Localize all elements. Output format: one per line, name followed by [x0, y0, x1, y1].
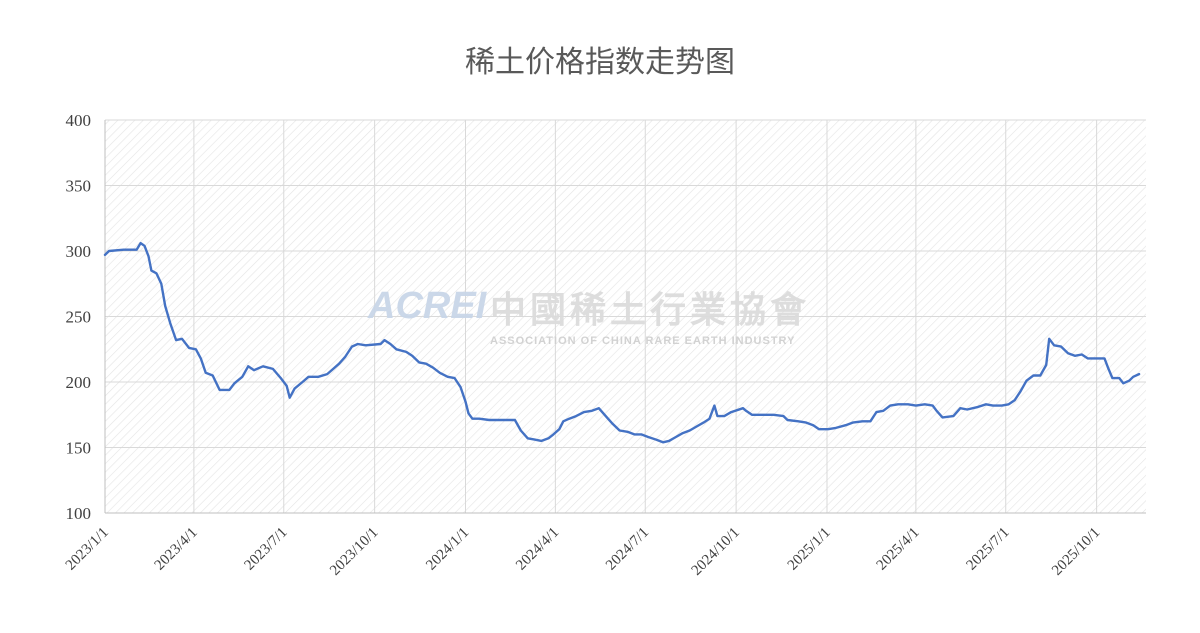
x-tick-label: 2025/10/1	[1049, 525, 1103, 579]
watermark: ACREI 中國稀土行業協會 ASSOCIATION OF CHINA RARE…	[367, 285, 810, 347]
watermark-english-name: ASSOCIATION OF CHINA RARE EARTH INDUSTRY	[490, 335, 795, 347]
y-axis-ticks: 100 150 200 250 300 350 400	[66, 111, 92, 523]
series-layer	[103, 241, 1141, 444]
y-tick-label: 300	[66, 242, 92, 261]
x-tick-label: 2023/1/1	[63, 525, 112, 574]
x-tick-label: 2024/1/1	[423, 525, 472, 574]
x-tick-label: 2024/10/1	[689, 525, 743, 579]
y-tick-label: 150	[66, 439, 92, 458]
axes	[104, 120, 1146, 514]
x-tick-label: 2025/1/1	[785, 525, 834, 574]
x-tick-label: 2023/7/1	[242, 525, 291, 574]
y-tick-label: 100	[66, 504, 92, 523]
x-tick-label: 2025/7/1	[964, 525, 1013, 574]
y-tick-label: 250	[66, 308, 92, 327]
x-axis-ticks: 2023/1/1 2023/4/1 2023/7/1 2023/10/1 2024/1/…	[63, 525, 1104, 579]
price-index-line	[103, 241, 1141, 444]
chart-title: 稀土价格指数走势图	[465, 45, 735, 80]
gridlines	[105, 119, 1146, 513]
y-tick-label: 400	[66, 111, 92, 130]
y-tick-label: 350	[66, 177, 92, 196]
watermark-chinese-name: 中國稀土行業協會	[490, 289, 810, 331]
x-tick-label: 2024/7/1	[603, 525, 652, 574]
x-tick-label: 2025/4/1	[874, 525, 923, 574]
y-tick-label: 200	[66, 373, 92, 392]
x-tick-label: 2023/10/1	[327, 525, 381, 579]
watermark-abbr: ACREI	[367, 285, 488, 327]
x-tick-label: 2024/4/1	[513, 525, 562, 574]
x-tick-label: 2023/4/1	[152, 525, 201, 574]
